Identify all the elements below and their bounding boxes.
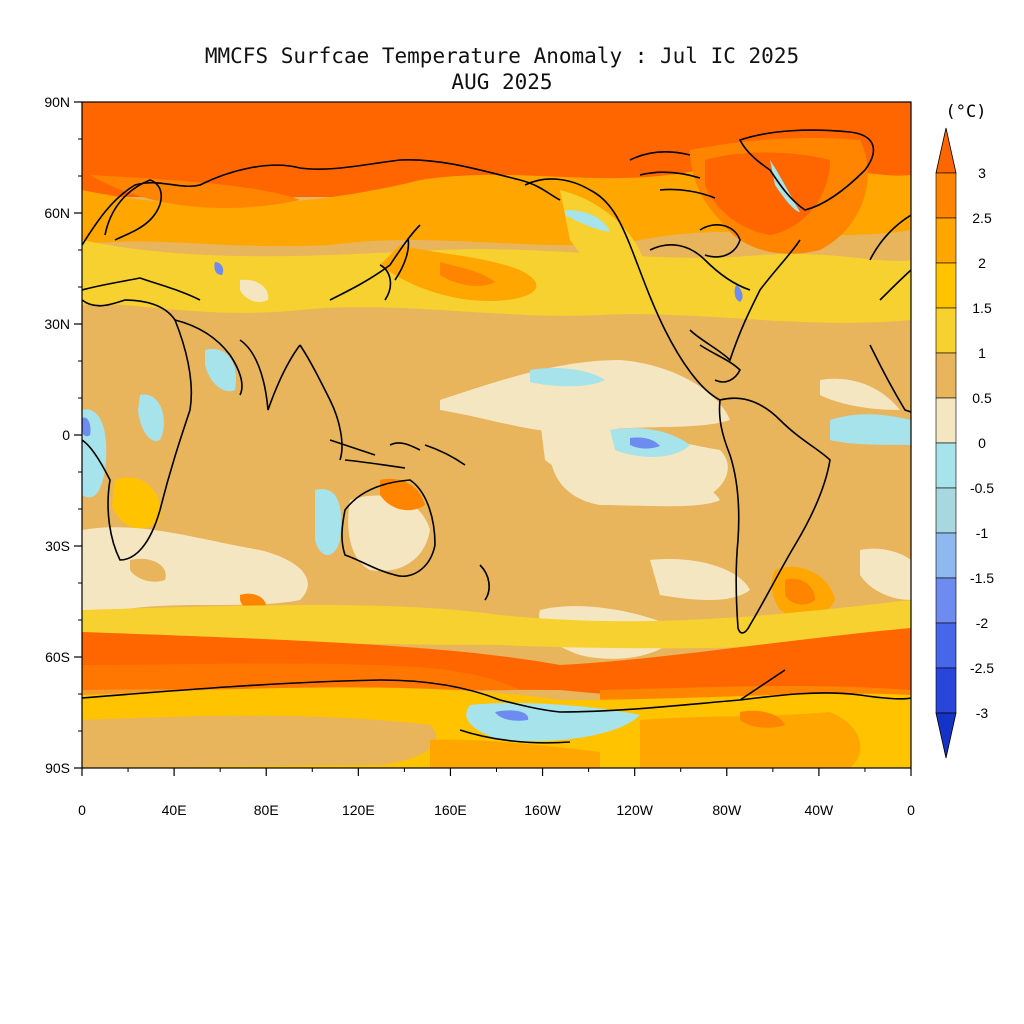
colorbar-box (935, 532, 957, 579)
colorbar-level-label: 3 (978, 165, 986, 181)
chart-title: MMCFS Surfcae Temperature Anomaly : Jul … (204, 44, 800, 68)
colorbar-box (935, 442, 957, 489)
anomaly-field (82, 102, 911, 768)
colorbar-box (935, 622, 957, 669)
colorbar-level-label: -0.5 (970, 480, 994, 496)
lon-tick-label: 40E (162, 802, 187, 818)
lat-tick-label: 60S (45, 649, 70, 665)
lon-tick-label: 120E (342, 802, 375, 818)
lon-tick-label: 40W (804, 802, 834, 818)
colorbar-level-label: -1.5 (970, 570, 994, 586)
lon-tick-label: 120W (616, 802, 653, 818)
colorbar-box (935, 352, 957, 399)
lon-tick-label: 80E (254, 802, 279, 818)
colorbar-box (935, 307, 957, 354)
lon-tick-label: 80W (712, 802, 742, 818)
colorbar-level-label: -2 (976, 615, 989, 631)
latitude-axis: 90N 60N 30N 0 30S 60S 90S (44, 94, 82, 776)
lon-tick-label: 0 (78, 802, 86, 818)
lat-tick-label: 0 (62, 427, 70, 443)
lat-tick-label: 60N (44, 205, 70, 221)
longitude-axis: 0 40E 80E 120E 160E 160W 120W 80W 40W 0 (78, 768, 915, 818)
lat-tick-label: 90N (44, 94, 70, 110)
colorbar-level-label: 1 (978, 345, 986, 361)
colorbar-box (935, 667, 957, 714)
colorbar-box (935, 262, 957, 309)
colorbar-level-label: 0 (978, 435, 986, 451)
colorbar-level-label: 2 (978, 255, 986, 271)
colorbar-level-label: -2.5 (970, 660, 994, 676)
colorbar-box (935, 172, 957, 219)
coastlines (82, 129, 911, 744)
lon-tick-label: 160E (434, 802, 467, 818)
lon-tick-label: 160W (524, 802, 561, 818)
colorbar-level-label: -3 (976, 705, 989, 721)
colorbar-level-label: -1 (976, 525, 989, 541)
chart-subtitle: AUG 2025 (451, 70, 553, 94)
colorbar: 3 2.5 2 1.5 1 0.5 0 -0.5 -1 -1.5 -2 -2.5 -3 (°C) (935, 102, 994, 759)
lat-tick-label: 30S (45, 538, 70, 554)
colorbar-box (935, 397, 957, 444)
lat-tick-label: 30N (44, 316, 70, 332)
colorbar-unit-label: (°C) (946, 102, 987, 122)
colorbar-box (935, 487, 957, 534)
lon-tick-label: 0 (907, 802, 915, 818)
colorbar-level-label: 2.5 (972, 210, 992, 226)
colorbar-box (935, 577, 957, 624)
colorbar-upper-arrow (935, 127, 957, 174)
colorbar-level-label: 1.5 (972, 300, 992, 316)
colorbar-lower-arrow (935, 712, 957, 759)
colorbar-box (935, 217, 957, 264)
lat-tick-label: 90S (45, 760, 70, 776)
colorbar-level-label: 0.5 (972, 390, 992, 406)
